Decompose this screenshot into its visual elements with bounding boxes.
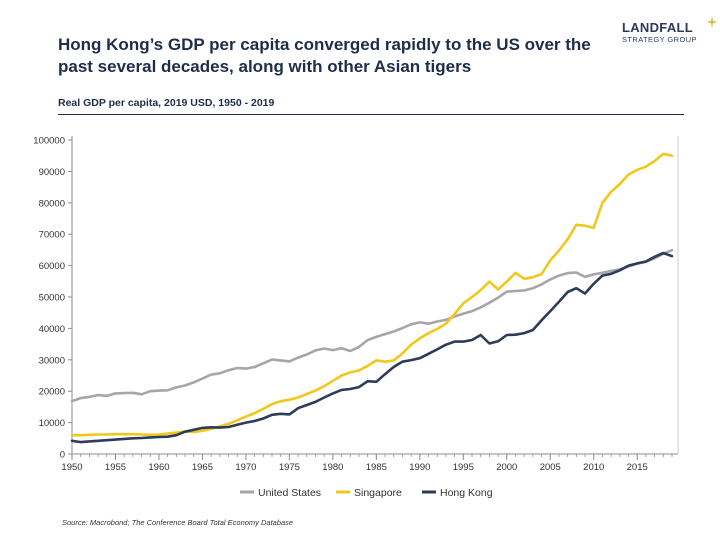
y-tick-label: 0 (60, 450, 65, 461)
y-tick-label: 30000 (39, 355, 65, 366)
logo-name: LANDFALL (622, 20, 693, 35)
y-tick-label: 10000 (39, 418, 65, 429)
logo-subtitle: STRATEGY GROUP (622, 35, 697, 44)
y-tick-label: 70000 (39, 230, 65, 241)
source-note: Source: Macrobond; The Conference Board … (62, 518, 294, 527)
y-tick-label: 100000 (33, 136, 65, 147)
series-lines (70, 152, 674, 444)
x-tick-label: 2005 (540, 462, 561, 473)
x-tick-label: 1955 (105, 462, 126, 473)
series-line-singapore (70, 152, 674, 437)
x-tick-label: 1985 (366, 462, 387, 473)
legend-label-united-states: United States (258, 487, 321, 499)
x-tick-label: 1965 (192, 462, 213, 473)
y-tick-label: 80000 (39, 198, 65, 209)
page-title: Hong Kong’s GDP per capita converged rap… (58, 35, 591, 76)
y-tick-label: 90000 (39, 167, 65, 178)
sparkle-icon (706, 16, 718, 28)
legend-label-hong-kong: Hong Kong (440, 487, 493, 499)
x-tick-label: 2015 (627, 462, 648, 473)
axes: 0 10000 20000 30000 40000 50000 60000 70000 8000… (33, 136, 679, 473)
chart-title: Real GDP per capita, 2019 USD, 1950 - 20… (58, 97, 275, 109)
y-tick-label: 60000 (39, 261, 65, 272)
x-tick-label: 2000 (496, 462, 517, 473)
series-line-united-states (70, 248, 674, 403)
x-tick-label: 1980 (322, 462, 343, 473)
x-tick-label: 1970 (235, 462, 256, 473)
x-tick-label: 1950 (61, 462, 82, 473)
brand-logo: LANDFALL STRATEGY GROUP (622, 16, 718, 44)
y-tick-label: 50000 (39, 293, 65, 304)
y-tick-label: 40000 (39, 324, 65, 335)
legend: United States Singapore Hong Kong (240, 487, 493, 499)
x-tick-label: 1990 (409, 462, 430, 473)
y-tick-label: 20000 (39, 387, 65, 398)
chart-subtitle-bar: Real GDP per capita, 2019 USD, 1950 - 20… (58, 96, 684, 115)
x-tick-label: 1960 (148, 462, 169, 473)
series-line-hong-kong (70, 251, 674, 444)
x-tick-label: 2010 (583, 462, 604, 473)
legend-label-singapore: Singapore (354, 487, 402, 499)
x-tick-label: 1995 (453, 462, 474, 473)
x-tick-label: 1975 (279, 462, 300, 473)
